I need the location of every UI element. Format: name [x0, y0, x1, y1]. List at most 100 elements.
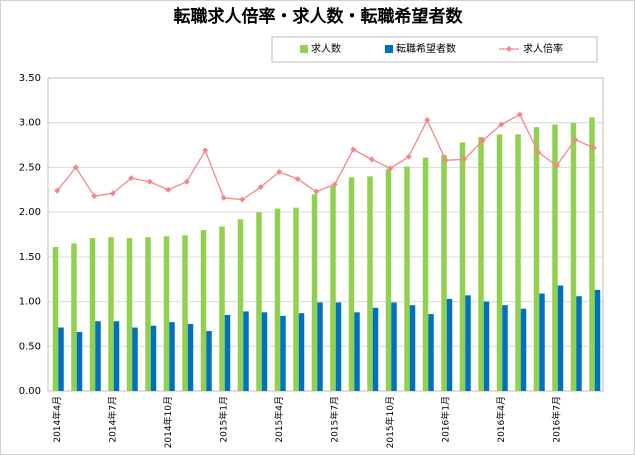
- bar: [594, 289, 601, 391]
- bar: [71, 243, 77, 391]
- bar: [404, 166, 410, 391]
- legend-box: [271, 36, 598, 63]
- bar: [58, 327, 64, 391]
- x-tick-label: 2016年4月: [495, 396, 507, 443]
- bar: [237, 219, 244, 391]
- point: [54, 187, 61, 194]
- y-tick-label: 0.00: [19, 386, 41, 397]
- bar: [459, 142, 466, 391]
- bar: [422, 157, 429, 391]
- x-tick-label: 2015年4月: [273, 396, 285, 443]
- point: [387, 165, 394, 172]
- bar: [187, 323, 194, 391]
- x-tick-label: 2014年4月: [51, 396, 63, 443]
- x-tick-label: 2016年1月: [439, 396, 451, 443]
- point: [109, 190, 116, 197]
- bar: [515, 134, 521, 391]
- x-tick-label: 2015年7月: [328, 396, 340, 443]
- bar: [441, 154, 447, 391]
- bar: [367, 176, 373, 391]
- point: [331, 181, 338, 188]
- bar: [113, 321, 120, 391]
- legend-swatch: [385, 45, 393, 53]
- y-tick-label: 2.00: [19, 207, 41, 218]
- bar: [520, 308, 527, 391]
- bar: [385, 169, 392, 391]
- point: [424, 117, 431, 124]
- point: [442, 157, 449, 164]
- bar: [219, 226, 225, 391]
- bar: [76, 331, 83, 391]
- bar: [372, 307, 379, 391]
- x-tick-label: 2014年10月: [162, 396, 174, 448]
- point: [516, 111, 523, 118]
- x-tick-label: 2016年7月: [550, 396, 562, 443]
- point: [146, 178, 153, 185]
- point: [313, 188, 320, 195]
- bar: [409, 305, 416, 391]
- point: [183, 178, 190, 185]
- point: [553, 162, 560, 169]
- legend-label: 求人数: [311, 42, 341, 55]
- point: [276, 168, 283, 175]
- point: [91, 193, 98, 200]
- bar: [150, 325, 157, 391]
- bar: [224, 314, 231, 391]
- point: [350, 146, 357, 153]
- bar: [89, 238, 96, 391]
- point: [572, 136, 579, 143]
- legend-swatch: [300, 45, 308, 53]
- bar: [298, 313, 305, 391]
- bar: [182, 235, 188, 391]
- bar: [539, 293, 545, 391]
- bar: [163, 236, 170, 391]
- bar: [348, 177, 355, 391]
- point: [128, 175, 135, 182]
- y-tick-label: 1.00: [19, 297, 41, 308]
- bar: [311, 194, 318, 391]
- point: [405, 153, 412, 160]
- bar: [108, 237, 114, 391]
- bar: [478, 137, 484, 391]
- y-tick-label: 3.50: [19, 73, 41, 84]
- bar: [126, 238, 133, 391]
- bar: [465, 295, 471, 391]
- point: [498, 121, 505, 128]
- point: [368, 156, 375, 163]
- legend-marker: [506, 46, 512, 52]
- bar: [280, 315, 286, 391]
- bar: [317, 302, 323, 391]
- y-tick-label: 2.50: [19, 162, 41, 173]
- bar: [335, 302, 342, 391]
- bar: [533, 127, 540, 391]
- bar: [557, 285, 564, 391]
- bar: [261, 312, 268, 391]
- x-tick-label: 2014年7月: [106, 396, 118, 443]
- bar: [570, 122, 577, 391]
- bar: [256, 212, 262, 391]
- point: [294, 176, 301, 183]
- bar: [206, 331, 212, 391]
- bar: [330, 186, 336, 391]
- point: [239, 196, 246, 203]
- point: [535, 149, 542, 156]
- x-tick-label: 2015年10月: [384, 396, 396, 448]
- bar: [502, 305, 508, 391]
- bar: [354, 312, 360, 391]
- bar: [132, 327, 138, 391]
- bar: [428, 314, 434, 391]
- bar: [391, 302, 397, 391]
- bar: [552, 124, 558, 391]
- point: [479, 137, 486, 144]
- bar: [95, 321, 101, 391]
- bar: [169, 322, 175, 391]
- x-tick-label: 2015年1月: [217, 396, 229, 443]
- plot-frame: [47, 77, 604, 392]
- bar: [274, 208, 281, 391]
- bar: [496, 134, 503, 391]
- legend-label: 求人倍率: [523, 42, 563, 55]
- y-tick-label: 0.50: [19, 341, 41, 352]
- point: [590, 144, 597, 151]
- line: [56, 113, 595, 201]
